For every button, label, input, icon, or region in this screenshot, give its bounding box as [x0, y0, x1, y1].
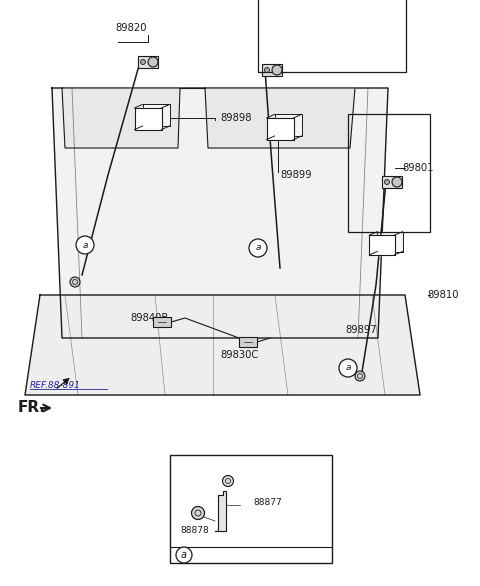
Circle shape [148, 57, 158, 67]
Polygon shape [52, 88, 388, 338]
Circle shape [176, 547, 192, 563]
Bar [239, 337, 257, 347]
Circle shape [264, 67, 269, 73]
Circle shape [384, 179, 389, 185]
Polygon shape [25, 295, 420, 395]
Polygon shape [143, 104, 169, 126]
Circle shape [141, 60, 145, 64]
Text: 89810: 89810 [427, 290, 458, 300]
Circle shape [223, 475, 233, 486]
Polygon shape [215, 491, 226, 531]
Text: 89897: 89897 [345, 325, 377, 335]
Circle shape [339, 359, 357, 377]
Polygon shape [266, 118, 293, 139]
Polygon shape [62, 88, 180, 148]
Text: a: a [181, 550, 187, 560]
Circle shape [76, 236, 94, 254]
Bar [258, 0, 406, 72]
Bar [348, 114, 430, 232]
Circle shape [355, 371, 365, 381]
Bar [170, 455, 332, 563]
Bar [138, 56, 158, 68]
Polygon shape [134, 108, 161, 130]
Bar [153, 317, 171, 327]
Text: 89898: 89898 [220, 113, 252, 123]
Text: 89840B: 89840B [130, 313, 168, 323]
Text: 89820: 89820 [115, 23, 146, 33]
Text: 88878: 88878 [180, 526, 209, 535]
Circle shape [70, 277, 80, 287]
Text: 89801: 89801 [402, 163, 433, 173]
Text: a: a [345, 363, 351, 373]
Circle shape [192, 506, 204, 520]
Text: 88877: 88877 [253, 498, 282, 507]
Polygon shape [377, 231, 403, 251]
Circle shape [392, 177, 402, 187]
Text: 89899: 89899 [280, 170, 312, 180]
Polygon shape [275, 114, 301, 136]
Text: FR.: FR. [18, 400, 46, 415]
Text: REF.88-891: REF.88-891 [30, 380, 81, 390]
Polygon shape [370, 235, 395, 255]
Circle shape [272, 65, 282, 75]
Bar [382, 176, 402, 188]
Text: a: a [82, 240, 88, 250]
Text: 89830C: 89830C [220, 350, 258, 360]
Circle shape [249, 239, 267, 257]
Bar [262, 64, 282, 76]
Text: a: a [255, 244, 261, 253]
Polygon shape [205, 88, 355, 148]
